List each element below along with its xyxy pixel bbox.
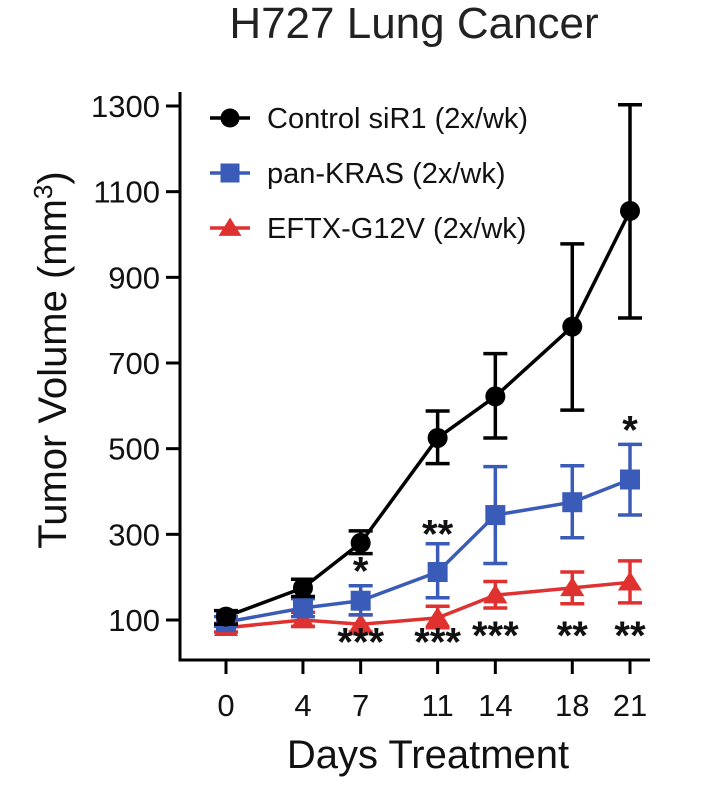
legend-label-0: Control siR1 (2x/wk)	[267, 103, 528, 135]
series-0-point-0	[216, 606, 236, 627]
x-axis-label: Days Treatment	[287, 733, 569, 777]
significance-mark-6: **	[557, 614, 589, 658]
axes: 100 300 500 700 900 1100 1300 0 4 7 11 14 18 21	[91, 89, 650, 723]
legend: Control siR1 (2x/wk) pan-KRAS (2x/wk) EFTX…	[210, 103, 528, 245]
x-tick-label-0: 0	[217, 688, 234, 723]
significance-mark-4: ***	[414, 620, 461, 664]
legend-label-1: pan-KRAS (2x/wk)	[267, 158, 506, 190]
series-1-point-21	[620, 469, 640, 490]
series-2-point-14	[483, 584, 508, 604]
legend-item-0: Control siR1 (2x/wk)	[210, 103, 528, 135]
legend-marker-0	[220, 108, 240, 128]
x-tick-label-18: 18	[555, 688, 589, 723]
series-layer	[213, 102, 643, 636]
series-1-point-18	[562, 492, 583, 513]
y-axis-label-close: )	[31, 171, 75, 184]
series-1-point-4	[292, 598, 313, 619]
y-axis-label: Tumor Volume (mm3)	[28, 171, 75, 548]
legend-marker-1	[220, 163, 240, 183]
y-tick-label-900: 900	[108, 260, 160, 295]
significance-annotations: ******* *** *** ** **	[337, 408, 646, 664]
legend-item-2: EFTX-G12V (2x/wk)	[210, 213, 526, 245]
series-0-point-11	[427, 427, 448, 448]
x-tick-label-21: 21	[613, 688, 647, 723]
legend-marker-2	[218, 217, 242, 236]
series-0-point-18	[562, 316, 583, 337]
significance-mark-0: *	[353, 550, 369, 594]
series-2-point-7	[348, 613, 373, 633]
series-0	[214, 102, 642, 627]
series-1-point-11	[427, 562, 448, 583]
series-0-point-21	[620, 200, 640, 221]
chart-title: H727 Lung Cancer	[229, 0, 598, 48]
x-tick-label-4: 4	[294, 688, 311, 723]
series-2-point-11	[425, 606, 450, 627]
y-tick-label-300: 300	[108, 517, 160, 552]
series-2-point-18	[560, 576, 585, 597]
y-tick-label-1300: 1300	[91, 89, 160, 124]
series-0-point-4	[292, 577, 313, 598]
series-1-point-14	[485, 505, 506, 526]
y-tick-label-100: 100	[108, 603, 160, 638]
series-2-point-21	[617, 571, 643, 591]
legend-label-2: EFTX-G12V (2x/wk)	[267, 213, 526, 245]
y-tick-label-700: 700	[108, 346, 160, 381]
significance-mark-3: ***	[337, 620, 384, 664]
significance-mark-2: **	[422, 512, 454, 556]
series-0-point-14	[485, 386, 506, 407]
series-2-point-4	[290, 609, 316, 629]
x-tick-label-7: 7	[352, 688, 369, 723]
y-tick-label-500: 500	[108, 432, 160, 467]
y-axis-label-superscript: 3	[28, 185, 58, 199]
x-tick-label-14: 14	[478, 688, 512, 723]
legend-item-1: pan-KRAS (2x/wk)	[210, 158, 506, 190]
y-tick-label-1100: 1100	[93, 175, 160, 210]
y-axis-label-main: Tumor Volume (mm	[31, 199, 75, 549]
x-tick-label-11: 11	[422, 688, 454, 723]
significance-mark-7: **	[614, 614, 646, 658]
significance-mark-5: ***	[472, 614, 519, 658]
significance-mark-1: *	[622, 408, 638, 452]
series-0-point-7	[350, 532, 371, 553]
series-1-point-7	[350, 590, 371, 611]
